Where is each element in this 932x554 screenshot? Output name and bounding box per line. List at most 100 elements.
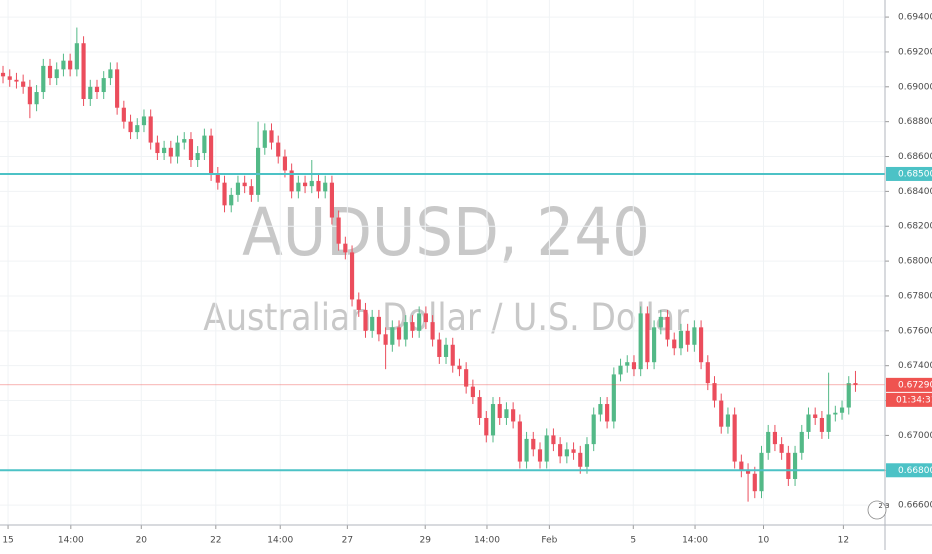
candle-body	[477, 397, 482, 418]
candle-body	[128, 121, 133, 133]
candle-body	[833, 412, 838, 415]
x-tick-label: 14:00	[682, 536, 708, 546]
candle-body	[665, 316, 670, 340]
candle-body	[343, 243, 348, 253]
y-tick-label: 0.69200	[898, 47, 932, 57]
x-tick-label: 14:00	[58, 536, 84, 546]
candle-body	[7, 76, 12, 80]
grid	[0, 0, 885, 525]
candle-body	[699, 327, 704, 363]
candle-body	[356, 299, 361, 310]
candle-body	[256, 147, 261, 195]
candle-body	[262, 130, 267, 148]
candle-body	[141, 116, 147, 126]
candle-body	[296, 182, 301, 192]
candle-body	[430, 322, 435, 340]
candle-body	[215, 173, 220, 183]
candle-body	[631, 362, 637, 370]
candle-body	[74, 43, 79, 70]
candle-body	[396, 327, 402, 340]
y-tick-label: 0.67800	[898, 291, 932, 301]
candle-body	[27, 86, 32, 105]
candle-body	[209, 135, 214, 174]
candle-body	[349, 252, 355, 300]
candle-body	[390, 327, 395, 345]
price-label: 0.66800	[898, 466, 932, 476]
candle-body	[470, 386, 475, 398]
candle-body	[222, 182, 227, 206]
candle-body	[490, 404, 496, 436]
candle-body	[745, 470, 751, 474]
y-tick-label: 0.68000	[898, 257, 932, 267]
candle-body	[839, 407, 845, 413]
candle-body	[497, 404, 502, 418]
candle-body	[168, 147, 173, 157]
candle-body	[376, 316, 381, 335]
candle-body	[558, 444, 563, 457]
y-tick-label: 0.67000	[898, 431, 932, 441]
candle-body	[806, 414, 811, 432]
x-tick-label: Feb	[541, 536, 557, 546]
candle-body	[524, 438, 529, 462]
candle-body	[443, 344, 449, 357]
badge-icon	[867, 500, 887, 520]
candle-body	[316, 180, 321, 192]
candle-body	[826, 414, 831, 432]
x-tick-label: 12	[838, 536, 849, 546]
candle-body	[403, 322, 408, 340]
candle-body	[672, 339, 677, 349]
candle-body	[598, 404, 603, 415]
x-tick-label: 22	[210, 536, 221, 546]
candle-body	[531, 438, 536, 450]
candle-body	[645, 313, 650, 363]
candle-body	[235, 182, 241, 195]
candle-body	[383, 334, 388, 345]
candle-body	[591, 414, 596, 445]
candle-body	[34, 92, 39, 105]
y-tick-label: 0.66600	[898, 501, 932, 511]
candle-body	[155, 142, 160, 154]
candle-body	[47, 65, 53, 79]
candle-body	[739, 461, 744, 471]
candle-body	[578, 452, 583, 467]
candle-body	[276, 142, 281, 157]
candle-body	[21, 81, 26, 87]
candle-body	[175, 142, 180, 157]
candle-body	[537, 449, 543, 462]
candle-body	[0, 72, 6, 77]
candle-body	[417, 313, 422, 331]
y-tick-label: 0.67400	[898, 361, 932, 371]
x-tick-label: 14:00	[474, 536, 500, 546]
candle-body	[846, 383, 851, 408]
candle-body	[41, 65, 46, 93]
price-label: 0.68500	[898, 169, 932, 179]
candle-body	[101, 78, 106, 93]
candle-body	[712, 383, 717, 401]
candle-body	[336, 217, 341, 244]
candle-body	[88, 86, 93, 100]
candle-body	[370, 316, 375, 331]
candle-body	[68, 60, 73, 70]
candle-body	[54, 69, 59, 79]
y-tick-label: 0.67600	[898, 326, 932, 336]
candle-body	[752, 473, 757, 492]
candle-body	[605, 404, 610, 422]
price-label-box	[886, 166, 932, 181]
candle-body	[853, 383, 858, 385]
candle-body	[229, 194, 234, 206]
candle-body	[302, 182, 308, 187]
candle-body	[779, 444, 784, 453]
watermark-symbol: AUDUSD, 240	[242, 194, 650, 271]
candle-body	[457, 365, 462, 370]
candle-body	[564, 449, 569, 457]
candle-body	[188, 139, 194, 161]
candle-body	[14, 79, 19, 82]
candle-body	[685, 330, 690, 345]
candles	[0, 27, 885, 502]
candle-body	[249, 186, 254, 195]
x-tick-label: 27	[342, 536, 353, 546]
candle-body	[611, 374, 616, 422]
candle-body	[94, 86, 100, 93]
